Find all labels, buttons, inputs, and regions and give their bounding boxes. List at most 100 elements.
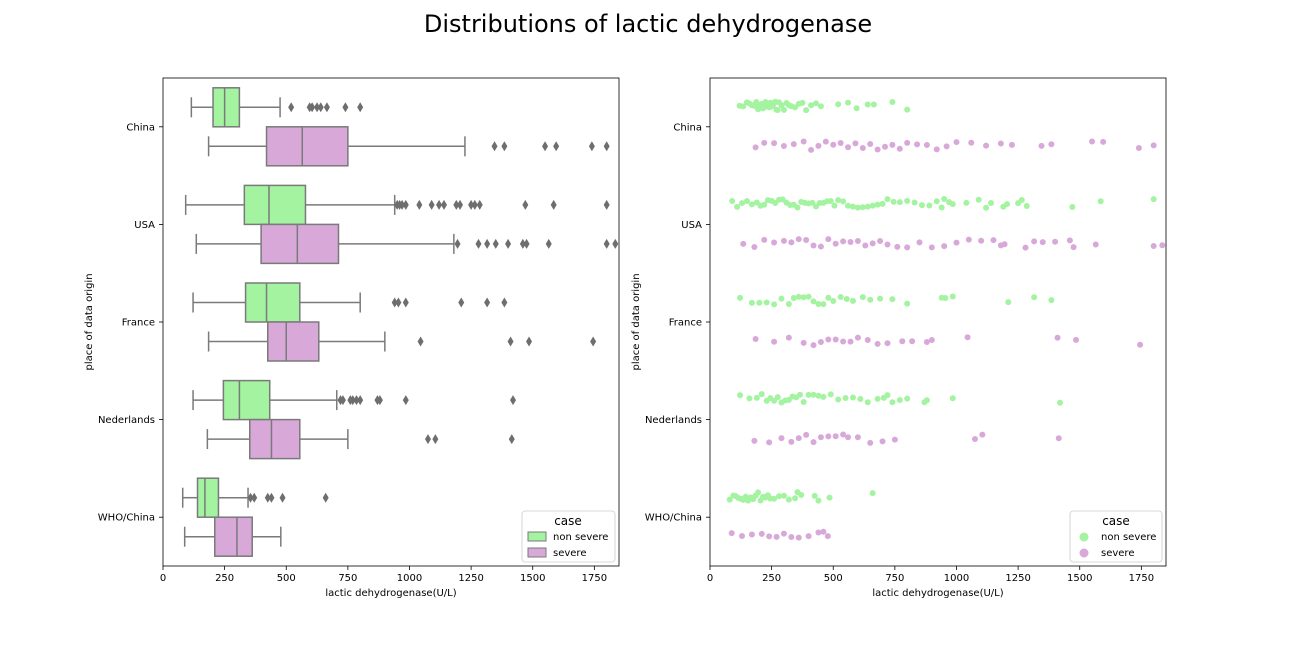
data-point-france — [748, 299, 755, 306]
outlier-marker — [588, 141, 595, 152]
outlier-marker — [505, 238, 512, 249]
legend-title: case — [554, 514, 582, 528]
data-point-france — [795, 293, 802, 300]
data-point-usa — [743, 198, 750, 205]
data-point-china — [1135, 144, 1142, 151]
data-point-usa — [953, 239, 960, 246]
outlier-marker — [523, 238, 530, 249]
data-point-who-china — [771, 495, 778, 502]
outlier-marker — [440, 199, 447, 210]
data-point-france — [825, 294, 832, 301]
box-france-severe — [207, 321, 597, 362]
data-point-usa — [740, 240, 747, 247]
data-point-usa — [916, 239, 923, 246]
data-point-usa — [869, 202, 876, 209]
data-point-china — [822, 138, 829, 145]
data-point-usa — [1159, 242, 1166, 249]
outlier-marker — [553, 141, 560, 152]
data-point-france — [800, 339, 807, 346]
data-point-usa — [817, 243, 824, 250]
data-point-china — [852, 140, 859, 147]
data-point-china — [1089, 138, 1096, 145]
data-point-who-china — [739, 533, 746, 540]
legend: case non severe severe — [521, 510, 616, 563]
data-point-usa — [1039, 239, 1046, 246]
outlier-marker — [475, 238, 482, 249]
data-point-china — [914, 141, 921, 148]
data-point-nederlands — [815, 392, 822, 399]
outlier-marker — [353, 395, 360, 406]
data-point-nederlands — [758, 391, 765, 398]
data-point-china — [1008, 141, 1015, 148]
legend-swatch-severe — [527, 547, 547, 558]
data-point-usa — [933, 198, 940, 205]
data-point-who-china — [815, 529, 822, 536]
outlier-marker — [251, 492, 258, 503]
outlier-marker — [247, 492, 254, 503]
outlier-marker — [349, 395, 356, 406]
outlier-marker — [510, 395, 517, 406]
data-point-nederlands — [845, 434, 852, 441]
data-point-who-china — [811, 492, 818, 499]
data-point-usa — [1018, 197, 1025, 204]
data-point-usa — [827, 198, 834, 205]
outlier-marker — [357, 395, 364, 406]
outlier-marker — [471, 199, 478, 210]
data-point-france — [854, 334, 861, 341]
outlier-marker — [402, 199, 409, 210]
data-point-nederlands — [737, 392, 744, 399]
data-point-usa — [941, 195, 948, 202]
data-point-china — [780, 106, 787, 113]
data-point-who-china — [726, 496, 733, 503]
data-point-nederlands — [810, 439, 817, 446]
outlier-marker — [432, 434, 439, 445]
data-point-france — [805, 293, 812, 300]
data-point-usa — [847, 239, 854, 246]
y-tick-label-usa: USA — [681, 220, 702, 231]
boxplot-panel: 0 250 500 750 1000 1250 1500 1750 China USA France… — [84, 77, 620, 599]
data-point-china — [1038, 142, 1045, 149]
outlier-marker — [357, 102, 364, 113]
outlier-marker — [550, 199, 557, 210]
data-point-who-china — [785, 496, 792, 503]
data-point-france — [771, 301, 778, 308]
data-point-france — [964, 334, 971, 341]
data-point-who-china — [780, 530, 787, 537]
data-point-usa — [894, 243, 901, 250]
data-point-usa — [1052, 238, 1059, 245]
data-point-who-china — [792, 495, 799, 502]
outlier-marker — [322, 492, 329, 503]
data-point-who-china — [805, 533, 812, 540]
data-point-china — [997, 140, 1004, 147]
y-tick-label-nederlands: Nederlands — [645, 415, 702, 426]
outlier-marker — [402, 297, 409, 308]
x-tick-label: 1750 — [582, 573, 607, 584]
y-tick-label-nederlands: Nederlands — [98, 415, 155, 426]
data-point-usa — [949, 201, 956, 208]
outlier-marker — [501, 141, 508, 152]
box-china-severe — [207, 126, 610, 167]
data-point-usa — [761, 201, 768, 208]
data-point-nederlands — [840, 431, 847, 438]
data-point-china — [752, 144, 759, 151]
data-point-usa — [809, 199, 816, 206]
data-point-usa — [771, 239, 778, 246]
data-point-france — [810, 298, 817, 305]
data-point-china — [812, 100, 819, 107]
data-point-nederlands — [800, 399, 807, 406]
legend-swatch-non-severe — [527, 531, 547, 542]
x-tick-label: 1500 — [520, 573, 545, 584]
outlier-marker — [376, 395, 383, 406]
data-point-who-china — [826, 494, 833, 501]
box-usa-severe — [195, 223, 619, 265]
box-who-china-severe — [183, 516, 282, 557]
data-point-usa — [835, 197, 842, 204]
data-point-france — [874, 340, 881, 347]
y-tick-label-who-china: WHO/China — [98, 513, 155, 524]
data-point-france — [864, 337, 871, 344]
y-tick-label-china: China — [126, 122, 155, 133]
data-point-who-china — [748, 531, 755, 538]
x-tick-label: 500 — [824, 573, 843, 584]
data-point-nederlands — [979, 431, 986, 438]
